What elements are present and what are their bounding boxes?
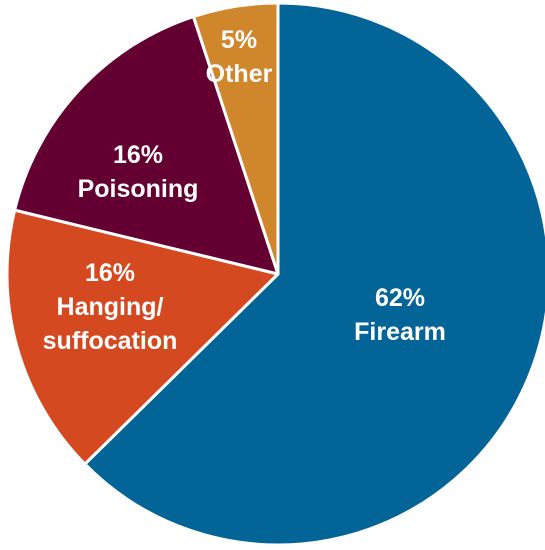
pie-slices (5, 1, 545, 547)
slice-label-hanging: 16% Hanging/suffocation (43, 259, 178, 355)
slice-label-other: 5% Other (206, 26, 273, 88)
slice-category: Firearm (354, 318, 446, 346)
slice-percent: 16% (113, 141, 163, 169)
pie-slice-hanging (5, 208, 280, 466)
slice-category: Hanging/ (57, 293, 164, 321)
pie-labels: 62% Firearm 16% Hanging/suffocation 16% Poiso… (43, 26, 446, 355)
pie-slice-other (191, 1, 280, 276)
slice-percent: 62% (375, 284, 425, 312)
slice-category: Poisoning (78, 175, 199, 203)
pie-slice-firearm (83, 1, 545, 547)
slice-percent: 16% (85, 259, 135, 287)
slice-category: Other (206, 60, 273, 88)
slice-category: suffocation (43, 327, 178, 355)
pie-slice-poisoning (13, 15, 280, 276)
slice-label-firearm: 62% Firearm (354, 284, 446, 346)
slice-label-poisoning: 16% Poisoning (78, 141, 199, 203)
slice-percent: 5% (221, 26, 257, 54)
